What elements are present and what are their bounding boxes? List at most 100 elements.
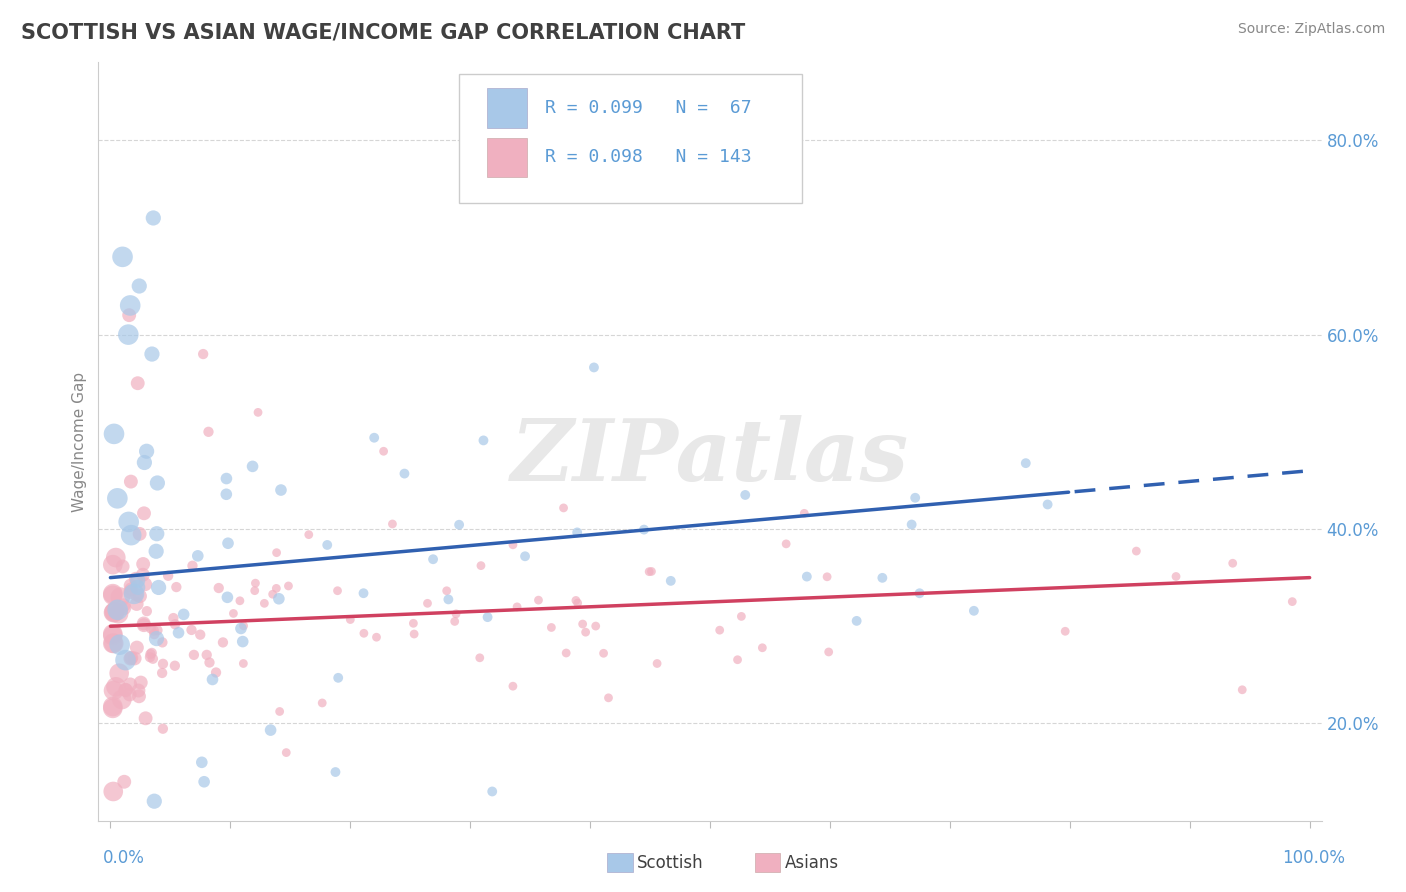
Point: [205, 665, 228, 680]
Point: [222, 607, 245, 621]
Point: [104, 550, 127, 565]
Point: [845, 614, 868, 628]
Point: [1232, 682, 1254, 697]
Point: [143, 794, 166, 808]
Point: [817, 645, 839, 659]
Point: [110, 590, 132, 604]
Point: [565, 593, 588, 607]
Point: [104, 680, 127, 694]
Point: [114, 682, 136, 697]
Point: [212, 635, 235, 649]
Point: [180, 623, 202, 637]
Point: [114, 683, 136, 698]
Point: [437, 592, 460, 607]
FancyBboxPatch shape: [488, 137, 526, 177]
Point: [815, 570, 838, 584]
Point: [1125, 544, 1147, 558]
Point: [145, 632, 167, 646]
Point: [103, 426, 125, 441]
Text: 100.0%: 100.0%: [1282, 849, 1346, 867]
Point: [555, 646, 578, 660]
Point: [125, 588, 148, 602]
Point: [103, 784, 125, 798]
Point: [353, 626, 375, 640]
Point: [598, 690, 620, 705]
Point: [436, 583, 458, 598]
Point: [120, 578, 142, 592]
Point: [112, 601, 135, 615]
Point: [481, 784, 503, 798]
Text: Scottish: Scottish: [637, 854, 703, 871]
Point: [143, 627, 166, 641]
Point: [188, 628, 211, 642]
Point: [148, 581, 170, 595]
Point: [575, 625, 598, 640]
Point: [124, 651, 146, 665]
Point: [134, 577, 156, 591]
Point: [363, 431, 385, 445]
Point: [128, 690, 150, 704]
Point: [146, 475, 169, 490]
Point: [191, 347, 214, 361]
Point: [659, 574, 682, 588]
Point: [468, 650, 491, 665]
Point: [120, 585, 142, 599]
Point: [125, 640, 148, 655]
Point: [111, 559, 134, 574]
Point: [633, 523, 655, 537]
Point: [215, 487, 238, 501]
Point: [502, 538, 524, 552]
Point: [259, 723, 281, 738]
Point: [107, 607, 129, 621]
Point: [163, 658, 186, 673]
Point: [103, 605, 125, 619]
Point: [141, 347, 163, 361]
Point: [134, 456, 156, 470]
Point: [139, 647, 162, 661]
Point: [132, 506, 155, 520]
Point: [571, 617, 593, 632]
Point: [125, 597, 148, 611]
Point: [195, 648, 218, 662]
Point: [101, 629, 124, 643]
Point: [132, 567, 155, 582]
Point: [165, 580, 187, 594]
Point: [139, 650, 162, 665]
Point: [872, 571, 894, 585]
Point: [262, 587, 284, 601]
Point: [904, 491, 927, 505]
Point: [1054, 624, 1077, 639]
Text: Source: ZipAtlas.com: Source: ZipAtlas.com: [1237, 22, 1385, 37]
FancyBboxPatch shape: [755, 853, 780, 872]
Point: [339, 613, 361, 627]
Point: [128, 279, 150, 293]
Point: [108, 666, 131, 681]
Point: [366, 630, 388, 644]
FancyBboxPatch shape: [607, 853, 633, 872]
Point: [142, 651, 165, 665]
Point: [908, 586, 931, 600]
Point: [796, 569, 818, 583]
Point: [120, 528, 142, 542]
Point: [173, 607, 195, 622]
Point: [513, 549, 536, 564]
Point: [146, 526, 169, 541]
Y-axis label: Wage/Income Gap: Wage/Income Gap: [72, 371, 87, 512]
Point: [477, 610, 499, 624]
Point: [112, 774, 135, 789]
Point: [132, 616, 155, 631]
Point: [118, 308, 141, 322]
Point: [120, 650, 142, 665]
Point: [127, 574, 149, 588]
Point: [326, 583, 349, 598]
Point: [1164, 569, 1187, 583]
Point: [311, 696, 333, 710]
Point: [422, 552, 444, 566]
Point: [325, 765, 347, 780]
Point: [245, 576, 267, 591]
Point: [381, 516, 404, 531]
Point: [242, 459, 264, 474]
Text: R = 0.099   N =  67: R = 0.099 N = 67: [546, 99, 752, 117]
Point: [567, 525, 589, 540]
Point: [727, 653, 749, 667]
